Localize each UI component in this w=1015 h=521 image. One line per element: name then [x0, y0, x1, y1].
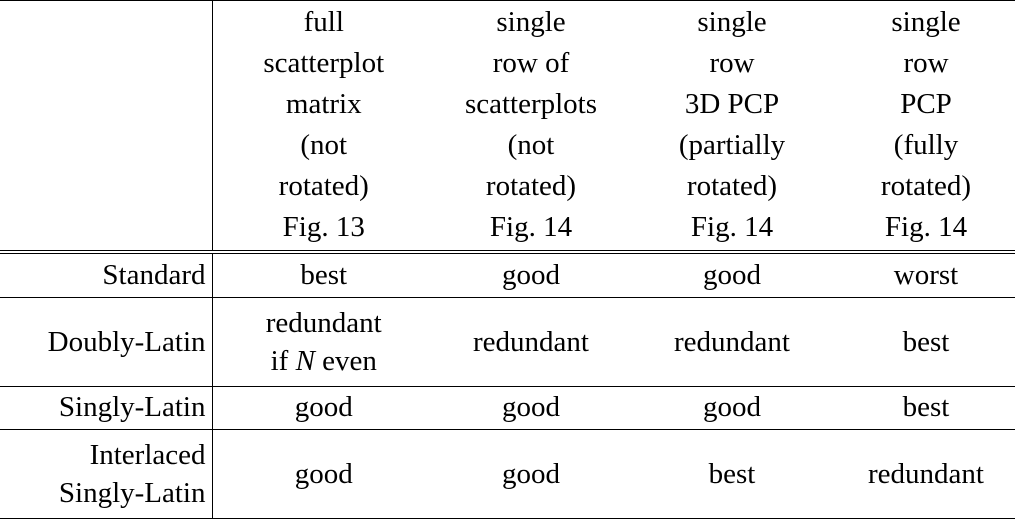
table-cell: worst: [837, 252, 1015, 298]
table-cell: best: [837, 386, 1015, 431]
table-cell: good: [435, 252, 627, 298]
header-line: rotated): [686, 170, 778, 202]
row-label-line: Singly-Latin: [58, 477, 206, 510]
header-line: row: [903, 47, 949, 79]
table-cell: redundant: [627, 297, 837, 387]
column-header-full-scatterplot-matrix: full scatterplot matrix (not rotated) Fi…: [212, 0, 435, 254]
table-cell: best: [627, 429, 837, 519]
header-line: matrix: [285, 88, 362, 120]
row-label: Interlaced Singly-Latin: [0, 429, 213, 519]
table-row-interlaced-singly-latin: Interlaced Singly-Latin good good best r…: [0, 429, 1015, 519]
header-line: Fig. 13: [282, 211, 365, 243]
cell-line: if N even: [215, 342, 434, 380]
table-cell: best: [837, 297, 1015, 387]
header-line: rotated): [278, 170, 369, 202]
header-line: single: [891, 6, 961, 38]
row-label: Standard: [0, 252, 213, 298]
table-row-doubly-latin: Doubly-Latin redundant if N even redunda…: [0, 297, 1015, 387]
header-line: row: [709, 47, 755, 79]
cell-line: redundant: [265, 306, 382, 339]
header-line: (not: [300, 129, 348, 161]
header-row: full scatterplot matrix (not rotated) Fi…: [0, 0, 1015, 254]
table-row-singly-latin: Singly-Latin good good good best: [0, 386, 1015, 431]
header-line: (not: [507, 129, 555, 161]
header-line: single: [496, 6, 566, 38]
table-cell: good: [435, 386, 627, 431]
header-line: (partially: [678, 129, 786, 161]
header-line: scatterplot: [263, 47, 385, 79]
table-cell: redundant if N even: [212, 297, 435, 387]
header-line: single: [697, 6, 767, 38]
header-line: full: [303, 6, 344, 38]
header-line: PCP: [900, 88, 952, 120]
header-line: row of: [492, 47, 570, 79]
column-header-single-row-scatterplots: single row of scatterplots (not rotated)…: [435, 0, 627, 254]
cell-text: if: [270, 344, 296, 377]
table-cell: good: [435, 429, 627, 519]
table-cell: redundant: [435, 297, 627, 387]
column-header-single-row-pcp: single row PCP (fully rotated) Fig. 14: [837, 0, 1015, 254]
row-label-line: Interlaced: [89, 439, 206, 472]
table-cell: good: [627, 386, 837, 431]
row-label: Singly-Latin: [0, 386, 213, 431]
row-label: Doubly-Latin: [0, 297, 213, 387]
cell-text: even: [314, 344, 377, 377]
table-cell: good: [212, 386, 435, 431]
column-header-single-row-3d-pcp: single row 3D PCP (partially rotated) Fi…: [627, 0, 837, 254]
header-line: (fully: [893, 129, 959, 161]
table-cell: good: [212, 429, 435, 519]
header-line: 3D PCP: [684, 88, 780, 120]
table-cell: good: [627, 252, 837, 298]
variable-n: N: [295, 344, 315, 377]
header-line: Fig. 14: [489, 211, 573, 243]
table-row-standard: Standard best good good worst: [0, 252, 1015, 298]
header-line: rotated): [485, 170, 577, 202]
header-corner-cell: [0, 0, 213, 254]
header-line: scatterplots: [464, 88, 598, 120]
table-cell: redundant: [837, 429, 1015, 519]
header-line: Fig. 14: [690, 211, 774, 243]
header-line: rotated): [880, 170, 972, 202]
header-line: Fig. 14: [884, 211, 968, 243]
table-cell: best: [212, 252, 435, 298]
